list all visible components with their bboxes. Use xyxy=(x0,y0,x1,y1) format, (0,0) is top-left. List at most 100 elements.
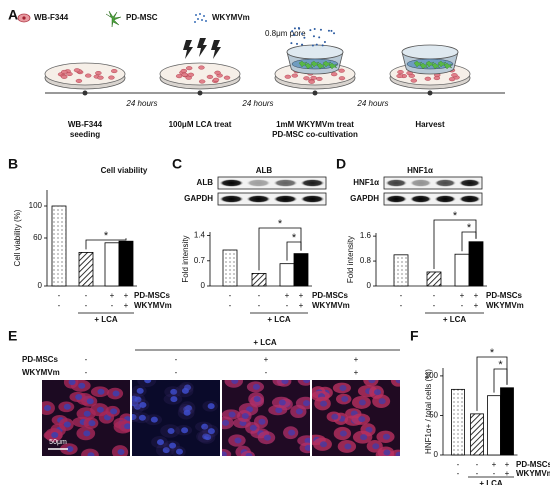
chart-title: HNF1α xyxy=(407,166,433,175)
nucleus xyxy=(288,429,296,436)
bar xyxy=(104,242,120,287)
row-label: WKYMVm xyxy=(22,368,60,377)
y-tick-label: 0 xyxy=(201,281,206,290)
treatment-mark: + xyxy=(110,291,115,300)
cell xyxy=(85,73,92,78)
nucleus xyxy=(372,443,380,450)
nucleus xyxy=(339,430,347,437)
y-tick-label: 1.6 xyxy=(360,231,372,240)
nucleus xyxy=(150,416,158,423)
stem-cell xyxy=(310,60,320,68)
treatment-mark: + xyxy=(124,291,129,300)
cell xyxy=(451,73,458,78)
nucleus xyxy=(341,396,349,403)
cell xyxy=(448,77,456,82)
treatment-label: PD-MSCs xyxy=(516,460,550,469)
stem-cell xyxy=(437,60,447,68)
cell xyxy=(338,68,345,73)
cell xyxy=(95,71,102,76)
significance-label: * xyxy=(467,222,472,234)
nucleus xyxy=(201,423,209,430)
treatment-mark: - xyxy=(85,291,88,300)
timeline xyxy=(45,90,505,96)
treatment-mark: - xyxy=(286,301,289,310)
dish xyxy=(44,62,126,90)
nucleus xyxy=(222,419,230,426)
cells xyxy=(132,380,219,456)
nucleus xyxy=(378,398,386,405)
nucleus xyxy=(320,441,328,448)
blot-band xyxy=(273,179,298,187)
nucleus xyxy=(112,390,120,397)
nucleus xyxy=(83,430,91,437)
cell xyxy=(181,72,188,77)
cell xyxy=(303,76,310,81)
peptide xyxy=(309,29,312,32)
nucleus xyxy=(278,399,286,406)
peptide xyxy=(323,40,326,43)
nucleus xyxy=(117,449,125,456)
cell xyxy=(175,74,183,79)
treatment-mark: - xyxy=(476,469,479,478)
significance-label: * xyxy=(498,359,503,371)
nucleus xyxy=(383,433,391,440)
y-tick-label: 60 xyxy=(33,233,42,242)
nucleus xyxy=(136,387,144,394)
nucleus xyxy=(395,451,400,456)
nucleus xyxy=(304,444,310,451)
nucleus xyxy=(275,407,283,414)
significance-label: * xyxy=(453,210,458,222)
blot-band xyxy=(434,179,457,187)
treatment-mark: + xyxy=(474,291,479,300)
cell xyxy=(73,68,81,73)
dish-top xyxy=(44,62,126,86)
nucleus xyxy=(258,418,266,425)
stem-cell xyxy=(304,62,314,70)
blot-band xyxy=(458,179,481,187)
nucleus xyxy=(124,423,130,430)
nucleus xyxy=(181,427,189,434)
blot-label: ALB xyxy=(197,178,214,187)
nucleus xyxy=(86,398,94,405)
blot-strip xyxy=(383,192,483,206)
treatment-mark: + xyxy=(285,291,290,300)
nucleus xyxy=(253,395,261,402)
treatment-mark: + xyxy=(299,291,304,300)
nucleus xyxy=(63,403,71,410)
blot-band xyxy=(246,195,271,203)
treatment-mark: - xyxy=(229,291,232,300)
treatment-mark: - xyxy=(493,469,496,478)
y-tick-label: 0 xyxy=(367,281,372,290)
group-label: + LCA xyxy=(443,315,467,324)
nucleus xyxy=(184,405,192,412)
stem-cell xyxy=(328,62,338,70)
group-label: + LCA xyxy=(479,479,503,485)
cell xyxy=(61,74,68,79)
cell xyxy=(338,76,346,81)
blot-band xyxy=(385,179,408,187)
nucleus xyxy=(167,427,175,434)
blot-label: HNF1α xyxy=(353,178,379,187)
nucleus xyxy=(88,420,96,427)
peptide xyxy=(290,42,293,45)
treatment-mark: - xyxy=(433,291,436,300)
nucleus xyxy=(303,400,310,407)
panel-label: F xyxy=(410,328,419,344)
blot-band xyxy=(273,195,298,203)
peptide xyxy=(313,28,316,31)
treatment-mark: + xyxy=(492,460,497,469)
cell-body xyxy=(137,380,157,388)
cell xyxy=(308,79,315,84)
significance-label: * xyxy=(104,230,109,242)
cell xyxy=(223,75,231,80)
y-tick-label: 0.8 xyxy=(360,256,372,265)
y-axis-label: Fold intensity xyxy=(181,235,190,282)
nucleus xyxy=(68,380,76,386)
bar xyxy=(468,241,484,287)
significance-bracket xyxy=(85,238,127,250)
y-axis-label: HNF1α+ / total cells (%) xyxy=(424,369,433,454)
nucleus xyxy=(320,400,328,407)
cell xyxy=(187,72,195,77)
nucleus xyxy=(139,401,147,408)
